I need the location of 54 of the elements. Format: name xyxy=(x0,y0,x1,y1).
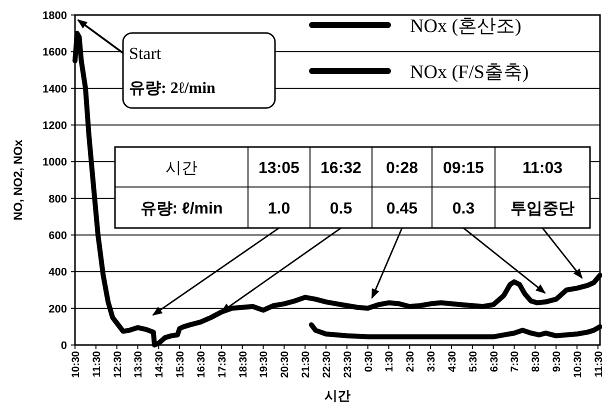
x-tick-label: 14:30 xyxy=(154,350,166,378)
x-tick-label: 11:30 xyxy=(90,350,103,378)
x-tick-label: 1:30 xyxy=(384,350,396,372)
x-tick-label: 19:30 xyxy=(258,350,270,378)
y-tick-label: 800 xyxy=(48,193,67,206)
annotation: 투입중단 xyxy=(510,200,574,218)
x-tick-label: 17:30 xyxy=(216,350,228,378)
annotation: 0.45 xyxy=(386,200,418,218)
y-tick-label: 1000 xyxy=(42,156,67,169)
x-tick-label: 21:30 xyxy=(300,350,312,378)
y-tick-label: 600 xyxy=(48,230,67,242)
x-tick-label: 8:30 xyxy=(530,350,542,372)
y-tick-label: 1600 xyxy=(42,46,67,59)
x-tick-label: 4:30 xyxy=(446,350,458,372)
annotation: 유량: 2ℓ/min xyxy=(129,80,216,97)
x-tick-label: 11:30 xyxy=(592,350,602,378)
annotation: 시간 xyxy=(166,160,198,177)
annotation: 0.5 xyxy=(330,200,352,218)
annotation: 13:05 xyxy=(258,160,300,177)
legend-label: NOx (혼산조) xyxy=(410,16,522,37)
x-tick-label: 5:30 xyxy=(467,350,480,372)
annotation: 유량: ℓ/min xyxy=(140,200,223,218)
x-tick-label: 10:30 xyxy=(70,350,82,378)
x-tick-label: 0:30 xyxy=(362,350,375,372)
annotation: 1.0 xyxy=(268,200,290,218)
annotation: Start xyxy=(129,44,162,63)
annotation: 11:03 xyxy=(522,160,563,177)
y-axis-title: NO, NO2, NOx xyxy=(11,139,25,220)
x-tick-label: 20:30 xyxy=(279,350,292,378)
legend-label: NOx (F/S출축) xyxy=(410,62,529,83)
x-tick-label: 12:30 xyxy=(112,350,124,378)
annotation: 09:15 xyxy=(443,160,484,177)
annotation: 16:32 xyxy=(320,160,362,177)
y-tick-label: 1200 xyxy=(42,120,67,132)
x-tick-label: 9:30 xyxy=(551,350,564,372)
x-tick-label: 6:30 xyxy=(488,350,500,372)
x-tick-label: 22:30 xyxy=(320,350,333,378)
y-tick-label: 1400 xyxy=(42,83,67,96)
y-tick-label: 400 xyxy=(48,266,67,279)
x-tick-label: 18:30 xyxy=(237,350,250,378)
y-tick-label: 0 xyxy=(60,340,67,352)
y-tick-label: 200 xyxy=(48,303,67,316)
annotation: 0:28 xyxy=(386,160,418,177)
x-tick-label: 23:30 xyxy=(342,350,354,378)
x-axis-title: 시간 xyxy=(324,388,350,403)
y-tick-label: 1800 xyxy=(42,10,67,22)
x-tick-label: 7:30 xyxy=(509,350,522,372)
x-tick-label: 13:30 xyxy=(132,350,145,378)
x-tick-label: 10:30 xyxy=(572,350,584,378)
x-tick-label: 2:30 xyxy=(404,350,417,372)
x-tick-label: 15:30 xyxy=(174,350,187,378)
x-tick-label: 3:30 xyxy=(426,350,438,372)
annotation: 0.3 xyxy=(452,200,475,218)
x-tick-label: 16:30 xyxy=(196,350,208,378)
